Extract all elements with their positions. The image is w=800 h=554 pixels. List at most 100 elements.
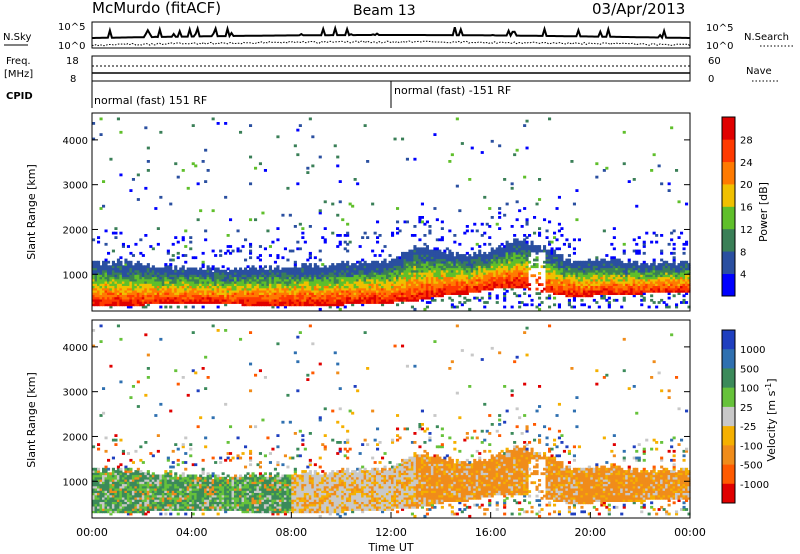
power-cell <box>597 260 601 264</box>
power-cell <box>234 298 238 302</box>
power-cell <box>670 276 674 280</box>
power-cell <box>119 285 123 289</box>
power-cell <box>174 267 178 271</box>
power-cell <box>555 269 559 273</box>
power-cell <box>490 265 494 269</box>
power-cell <box>383 278 387 282</box>
power-cell <box>475 276 479 280</box>
power-cell <box>627 263 631 266</box>
power-cell <box>326 283 330 286</box>
power-cell <box>291 296 295 300</box>
power-cell <box>266 281 270 284</box>
power-cell <box>680 276 684 280</box>
velocity-cell <box>99 499 103 502</box>
velocity-cell <box>99 479 103 482</box>
power-cell <box>470 260 474 264</box>
power-cell <box>298 296 302 300</box>
power-cell <box>565 289 569 293</box>
power-cell <box>266 283 270 286</box>
power-cell <box>166 276 170 280</box>
power-cell <box>545 281 549 284</box>
power-cell <box>458 276 462 280</box>
power-cell <box>570 263 574 266</box>
power-cell <box>635 283 639 286</box>
power-cell <box>376 263 380 266</box>
power-cell <box>296 128 300 132</box>
power-cell <box>607 289 611 293</box>
power-cell <box>448 283 452 286</box>
power-cell <box>174 289 178 293</box>
power-cell <box>403 256 407 260</box>
power-cell <box>403 289 407 293</box>
power-cell <box>371 283 375 286</box>
power-cell <box>650 285 654 289</box>
power-cell <box>545 265 549 269</box>
power-cell <box>239 269 243 273</box>
power-cell <box>610 274 614 278</box>
power-cell <box>376 281 380 284</box>
power-cell <box>211 278 215 282</box>
power-cell <box>450 278 454 282</box>
power-cell <box>423 307 427 311</box>
power-cell <box>343 289 347 293</box>
power-cell <box>582 283 586 286</box>
power-cell <box>194 294 198 298</box>
power-cell <box>523 265 527 269</box>
power-cell <box>620 269 624 273</box>
power-cell <box>141 303 145 307</box>
power-cell <box>179 276 183 280</box>
power-cell <box>515 200 519 204</box>
power-cell <box>341 283 345 286</box>
power-cell <box>493 265 497 269</box>
power-cell <box>254 267 258 271</box>
power-cell <box>580 274 584 278</box>
power-cell <box>535 256 539 260</box>
power-cell <box>126 301 130 304</box>
power-cell <box>622 292 626 295</box>
power-cell <box>438 238 442 242</box>
velocity-cell <box>104 485 108 489</box>
power-cell <box>672 289 676 293</box>
velocity-cell <box>102 467 106 471</box>
power-cell <box>104 296 108 300</box>
power-cell <box>246 281 250 284</box>
power-cell <box>667 289 671 293</box>
power-cell <box>460 260 464 264</box>
power-cell <box>211 274 215 278</box>
power-cell <box>126 298 130 302</box>
power-cell <box>271 272 275 275</box>
power-cell <box>435 274 439 278</box>
power-cell <box>308 117 312 121</box>
power-cell <box>685 278 689 282</box>
power-cell <box>111 265 115 269</box>
power-cell <box>460 283 464 286</box>
power-cell <box>151 272 155 275</box>
power-cell <box>239 281 243 284</box>
power-cell <box>221 294 225 298</box>
power-cell <box>124 278 128 282</box>
power-cell <box>660 234 664 237</box>
power-cell <box>338 234 342 237</box>
power-cell <box>318 272 322 275</box>
power-cell <box>273 301 277 304</box>
power-cell <box>313 294 317 298</box>
power-cell <box>386 278 390 282</box>
power-cell <box>401 294 405 298</box>
power-cell <box>109 274 113 278</box>
power-cell <box>523 260 527 264</box>
power-cell <box>224 283 228 286</box>
noise-sky-label: N.Sky <box>3 32 31 43</box>
power-cell <box>131 292 135 295</box>
power-cell <box>510 283 514 286</box>
power-cell <box>480 222 484 226</box>
power-cell <box>121 267 125 271</box>
power-cell <box>303 285 307 289</box>
power-cell <box>99 296 103 300</box>
power-cell <box>463 269 467 273</box>
power-cell <box>164 281 168 284</box>
power-cell <box>577 274 581 278</box>
power-cell <box>102 265 106 269</box>
power-cell <box>607 265 611 269</box>
power-cell <box>114 283 118 286</box>
power-cell <box>366 298 370 302</box>
